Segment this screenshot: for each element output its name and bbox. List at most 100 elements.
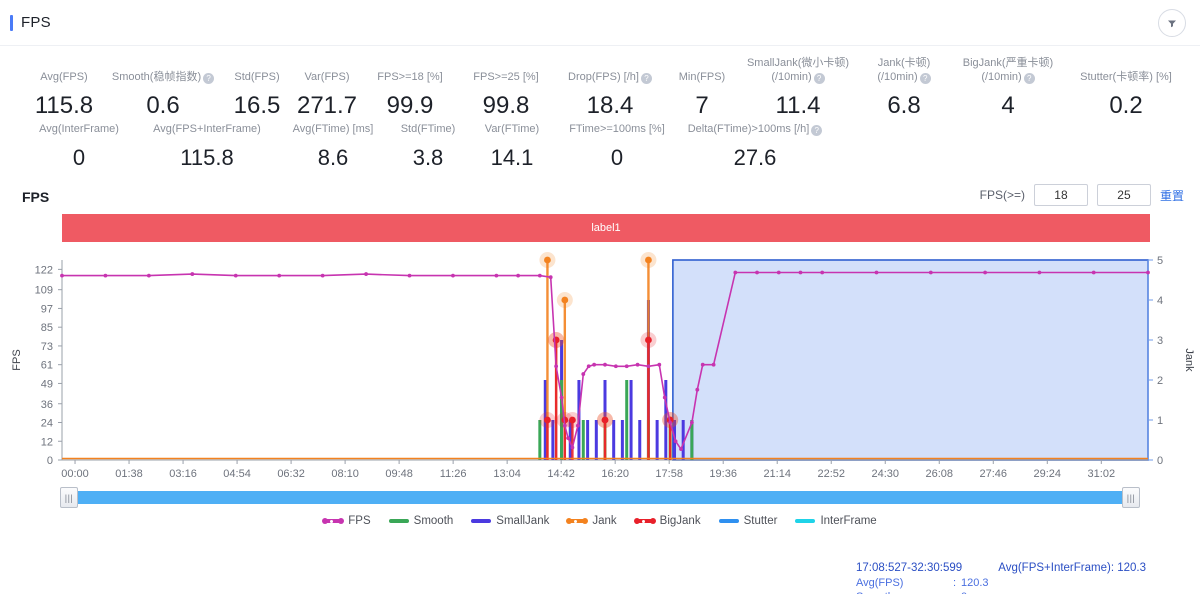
fps-plot[interactable]: 0 12 24 36 49 61 73 85 97 109 122 FPS 0 1 2 3 4 5 Jank 00:0… bbox=[0, 248, 1200, 594]
series-smalljank-bar bbox=[655, 420, 659, 460]
legend-item[interactable]: InterFrame bbox=[795, 515, 877, 527]
legend-label: SmallJank bbox=[496, 515, 550, 527]
series-marker bbox=[569, 416, 576, 424]
stat-item: SmallJank(微小卡顿) (/10min)? 11.4 bbox=[738, 56, 858, 122]
stat-label: BigJank(严重卡顿) (/10min)? bbox=[962, 57, 1054, 84]
x-tick-label: 06:32 bbox=[277, 468, 305, 480]
help-icon[interactable]: ? bbox=[1023, 73, 1035, 84]
stat-item: Avg(FTime) [ms] 8.6 bbox=[280, 122, 386, 174]
x-tick-label: 16:20 bbox=[601, 468, 629, 480]
y2-axis-title: Jank bbox=[1183, 348, 1195, 372]
x-tick-label: 03:16 bbox=[169, 468, 197, 480]
legend-item[interactable]: Stutter bbox=[718, 515, 777, 527]
help-icon[interactable]: ? bbox=[813, 73, 825, 84]
series-point bbox=[537, 273, 542, 278]
series-smalljank-bar bbox=[586, 420, 590, 460]
series-fps bbox=[62, 271, 1148, 451]
stat-value: 11.4 bbox=[775, 92, 821, 119]
series-smalljank-bar bbox=[629, 380, 633, 460]
y2-tick-label: 1 bbox=[1157, 415, 1163, 427]
series-point bbox=[646, 364, 651, 369]
fps-threshold-input-1[interactable] bbox=[1033, 184, 1088, 206]
stat-item: Stutter(卡顿率) [%] 0.2 bbox=[1066, 70, 1186, 122]
legend-swatch bbox=[718, 519, 739, 523]
help-icon[interactable]: ? bbox=[640, 73, 652, 84]
time-range-slider[interactable]: ||| ||| bbox=[60, 487, 1140, 509]
legend-item[interactable]: Jank bbox=[566, 515, 617, 527]
series-point bbox=[711, 362, 716, 367]
selection-region[interactable] bbox=[672, 259, 1149, 461]
fps-threshold-label: FPS(>=) bbox=[979, 188, 1025, 202]
stat-label: FTime>=100ms [%] bbox=[569, 123, 665, 135]
reset-button[interactable]: 重置 bbox=[1159, 188, 1184, 203]
series-point bbox=[566, 436, 570, 441]
series-point bbox=[320, 273, 325, 278]
fps-threshold-input-2[interactable] bbox=[1096, 184, 1151, 206]
stat-label: Avg(InterFrame) bbox=[39, 123, 119, 135]
tooltip-headline: Avg(FPS+InterFrame): 120.3 bbox=[998, 562, 1146, 574]
tooltip-row-value: 0 bbox=[961, 590, 1146, 594]
stat-label: FPS>=25 [%] bbox=[473, 71, 539, 83]
stat-item: Avg(FPS) 115.8 bbox=[24, 70, 104, 122]
series-smooth-bar bbox=[690, 420, 694, 460]
series-point bbox=[635, 362, 640, 367]
slider-track[interactable] bbox=[70, 491, 1130, 504]
stat-label: Var(FTime) bbox=[484, 123, 540, 135]
stat-label: Avg(FPS) bbox=[40, 71, 88, 83]
stat-item: Delta(FTime)>100ms [/h]? 27.6 bbox=[680, 122, 830, 174]
series-marker bbox=[601, 416, 609, 424]
stat-item: Std(FTime) 3.8 bbox=[386, 122, 470, 174]
series-smalljank-bar bbox=[664, 380, 668, 460]
stat-item: Var(FTime) 14.1 bbox=[470, 122, 554, 174]
stat-item: Drop(FPS) [/h]? 18.4 bbox=[554, 70, 666, 122]
series-smalljank-bar bbox=[620, 420, 624, 460]
x-tick-label: 04:54 bbox=[223, 468, 251, 480]
y-tick-label: 85 bbox=[41, 322, 53, 334]
tooltip-time-range: 17:08:527-32:30:599 bbox=[856, 562, 963, 574]
stat-value: 16.5 bbox=[233, 92, 281, 119]
legend-item[interactable]: SmallJank bbox=[471, 515, 549, 527]
stat-label: Min(FPS) bbox=[678, 71, 726, 83]
y-tick-label: 24 bbox=[41, 418, 53, 430]
series-point bbox=[548, 275, 553, 280]
stat-value: 0.2 bbox=[1109, 92, 1143, 119]
y-tick-label: 73 bbox=[41, 341, 53, 353]
stat-value: 7 bbox=[695, 92, 709, 119]
stat-value: 0 bbox=[72, 145, 86, 170]
y-tick-label: 109 bbox=[35, 285, 53, 297]
legend-item[interactable]: FPS bbox=[322, 515, 371, 527]
series-smooth-bar bbox=[581, 420, 585, 460]
label-band[interactable]: label1 bbox=[62, 214, 1150, 242]
help-icon[interactable]: ? bbox=[919, 73, 931, 84]
series-point bbox=[1091, 270, 1096, 275]
chart-title: FPS bbox=[22, 189, 50, 205]
stat-label: Std(FTime) bbox=[400, 123, 456, 135]
slider-handle-right[interactable]: ||| bbox=[1122, 487, 1140, 508]
series-point bbox=[592, 362, 597, 367]
series-point bbox=[277, 273, 282, 278]
series-point bbox=[516, 273, 521, 278]
series-point bbox=[798, 270, 803, 275]
series-smalljank-bar bbox=[638, 420, 642, 460]
stat-label: Delta(FTime)>100ms [/h]? bbox=[688, 122, 823, 136]
stat-item: Std(FPS) 16.5 bbox=[222, 70, 292, 122]
collapse-panel-button[interactable] bbox=[1158, 9, 1186, 37]
chart-tooltip: 17:08:527-32:30:599 Avg(FPS+InterFrame):… bbox=[856, 561, 1146, 594]
fps-plot-svg[interactable]: 01224364961738597109122FPS012345Jank00:0… bbox=[0, 248, 1200, 483]
x-tick-label: 11:26 bbox=[440, 468, 467, 480]
y2-tick-label: 4 bbox=[1157, 295, 1163, 307]
series-point bbox=[624, 364, 629, 369]
legend-item[interactable]: BigJank bbox=[633, 515, 701, 527]
y2-tick-label: 3 bbox=[1157, 335, 1163, 347]
stat-label: Drop(FPS) [/h]? bbox=[568, 70, 652, 84]
series-smooth-bar bbox=[625, 380, 629, 460]
series-point bbox=[820, 270, 825, 275]
help-icon[interactable]: ? bbox=[203, 73, 215, 84]
series-point bbox=[233, 273, 238, 278]
legend-item[interactable]: Smooth bbox=[388, 515, 453, 527]
series-marker bbox=[645, 336, 652, 344]
y-tick-label: 0 bbox=[47, 455, 53, 467]
slider-handle-left[interactable]: ||| bbox=[60, 487, 78, 508]
series-point bbox=[662, 395, 667, 400]
help-icon[interactable]: ? bbox=[811, 125, 823, 136]
